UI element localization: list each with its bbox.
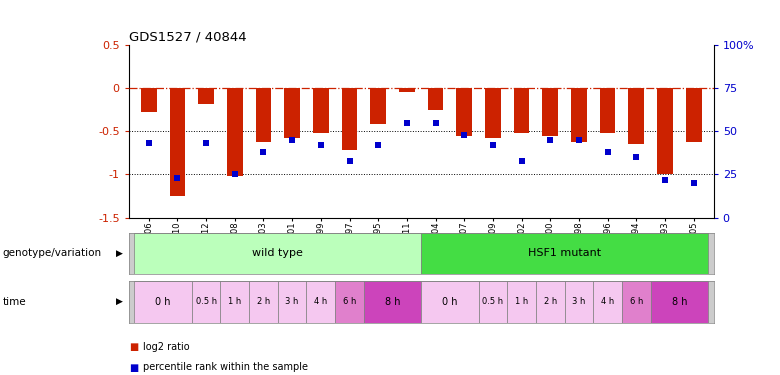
Text: ■: ■	[129, 342, 138, 352]
Text: 0.5 h: 0.5 h	[196, 297, 217, 306]
Text: GDS1527 / 40844: GDS1527 / 40844	[129, 31, 246, 44]
Bar	[427, 88, 443, 110]
Bar	[421, 232, 708, 274]
Bar	[313, 88, 328, 133]
Text: 3 h: 3 h	[285, 297, 299, 306]
Bar	[221, 281, 249, 322]
Text: ■: ■	[129, 363, 138, 372]
Bar	[507, 281, 536, 322]
Text: 8 h: 8 h	[385, 297, 400, 307]
Text: 6 h: 6 h	[629, 297, 643, 306]
Text: wild type: wild type	[253, 248, 303, 258]
Bar	[421, 281, 479, 322]
Bar	[363, 281, 421, 322]
Bar	[249, 281, 278, 322]
Bar	[657, 88, 673, 174]
Bar	[370, 88, 386, 125]
Text: HSF1 mutant: HSF1 mutant	[528, 248, 601, 258]
Text: 0.5 h: 0.5 h	[482, 297, 503, 306]
Bar	[134, 281, 192, 322]
Text: ▶: ▶	[116, 297, 122, 306]
Bar	[399, 88, 415, 93]
Bar	[307, 281, 335, 322]
Bar	[536, 281, 565, 322]
Bar	[342, 88, 357, 150]
Bar	[514, 88, 530, 133]
Text: ▶: ▶	[116, 249, 122, 258]
Text: 1 h: 1 h	[229, 297, 242, 306]
Bar	[542, 88, 558, 136]
Text: 4 h: 4 h	[601, 297, 614, 306]
Bar	[565, 281, 594, 322]
Bar	[227, 88, 243, 176]
Text: 3 h: 3 h	[573, 297, 586, 306]
Bar	[629, 88, 644, 144]
Bar	[256, 88, 271, 142]
Bar	[622, 281, 651, 322]
Bar	[485, 88, 501, 138]
Text: 8 h: 8 h	[672, 297, 687, 307]
Text: 6 h: 6 h	[343, 297, 356, 306]
Bar	[594, 281, 622, 322]
Bar	[278, 281, 307, 322]
Text: 0 h: 0 h	[155, 297, 171, 307]
Text: log2 ratio: log2 ratio	[143, 342, 190, 352]
Text: 2 h: 2 h	[544, 297, 557, 306]
Text: 1 h: 1 h	[515, 297, 528, 306]
Bar	[651, 281, 708, 322]
Bar	[479, 281, 507, 322]
Text: genotype/variation: genotype/variation	[2, 248, 101, 258]
Text: 0 h: 0 h	[442, 297, 458, 307]
Text: 2 h: 2 h	[257, 297, 270, 306]
Bar	[456, 88, 472, 136]
Bar	[169, 88, 186, 196]
Bar	[192, 281, 221, 322]
Bar	[134, 232, 421, 274]
Bar	[571, 88, 587, 142]
Bar	[686, 88, 701, 142]
Bar	[335, 281, 363, 322]
Bar	[284, 88, 300, 138]
Bar	[141, 88, 157, 112]
Bar	[198, 88, 214, 104]
Text: 4 h: 4 h	[314, 297, 328, 306]
Text: time: time	[2, 297, 26, 307]
Bar	[600, 88, 615, 133]
Text: percentile rank within the sample: percentile rank within the sample	[143, 363, 308, 372]
